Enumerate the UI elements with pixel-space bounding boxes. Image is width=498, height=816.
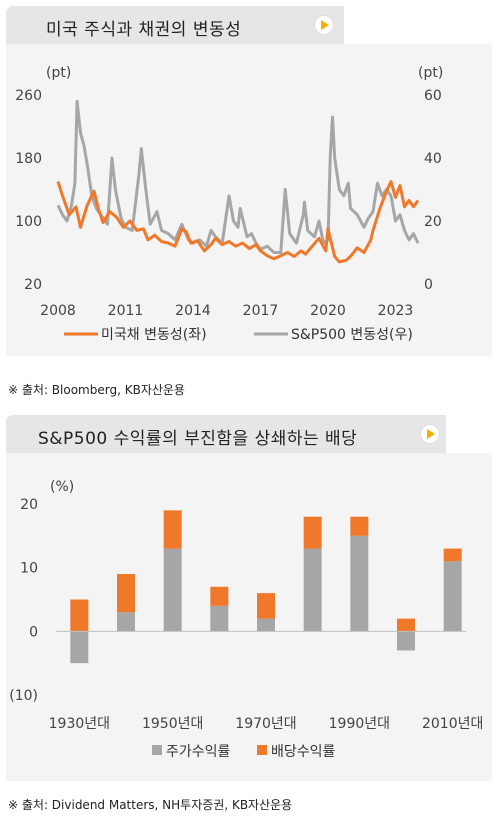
top-source-note: ※ 출처: Bloomberg, KB자산운용 xyxy=(8,383,185,397)
x-tick: 2017 xyxy=(243,303,279,319)
bottom-chart-panel: (%) 20 10 0 (10) 1930년대 1950년대 1970년대 1990년대 2010… xyxy=(6,453,492,781)
bar-price-return xyxy=(210,605,229,632)
legend-label-dividend-return: 배당수익률 xyxy=(271,744,336,760)
bar-price-return xyxy=(443,561,462,632)
legend-label-treasury: 미국채 변동성(좌) xyxy=(101,327,207,343)
bar-price-return xyxy=(397,631,415,651)
bar-dividend-return xyxy=(163,510,182,549)
bar-dividend-return xyxy=(70,599,89,632)
y-axis-unit-left: (pt) xyxy=(46,65,71,81)
y-tick-left: 20 xyxy=(24,277,42,293)
x-tick: 2008 xyxy=(40,303,76,319)
legend-label-sp500: S&P500 변동성(우) xyxy=(291,327,413,343)
play-icon xyxy=(420,424,440,444)
y-tick-left: 180 xyxy=(15,151,42,167)
y-tick-right: 20 xyxy=(424,214,442,230)
y-tick: 10 xyxy=(20,561,38,577)
bar-dividend-return xyxy=(350,516,369,536)
y-tick-right: 60 xyxy=(424,88,442,104)
x-tick: 2014 xyxy=(175,303,211,319)
y-tick: 20 xyxy=(20,497,38,513)
series-line-treasury-volatility xyxy=(56,180,420,264)
x-tick: 1930년대 xyxy=(49,716,110,732)
top-chart-panel: (pt) (pt) 260 180 100 20 60 40 20 0 2008 2011 2014 20… xyxy=(6,44,492,356)
top-chart-title: 미국 주식과 채권의 변동성 xyxy=(46,20,242,40)
y-tick-left: 260 xyxy=(15,88,42,104)
bar-price-return xyxy=(303,548,322,632)
x-tick: 2020 xyxy=(310,303,346,319)
bottom-source-note: ※ 출처: Dividend Matters, NH투자증권, KB자산운용 xyxy=(8,798,293,812)
play-icon xyxy=(314,15,334,35)
y-tick-right: 40 xyxy=(424,151,442,167)
bar-price-return xyxy=(350,535,369,632)
legend-swatch-price-return xyxy=(152,745,162,755)
x-tick: 2011 xyxy=(108,303,144,319)
y-axis-unit: (%) xyxy=(50,479,74,495)
bar-dividend-return xyxy=(397,618,415,632)
bar-dividend-return xyxy=(443,548,462,562)
bar-dividend-return xyxy=(303,516,322,549)
y-axis-unit-right: (pt) xyxy=(418,65,443,81)
bar-dividend-return xyxy=(257,593,275,619)
dividend-bar-chart: (%) 20 10 0 (10) 1930년대 1950년대 1970년대 1990년대 2010… xyxy=(9,479,483,760)
y-tick-right: 0 xyxy=(424,277,433,293)
y-tick-left: 100 xyxy=(15,214,42,230)
x-tick: 1970년대 xyxy=(235,716,296,732)
bar-price-return xyxy=(70,631,89,664)
legend-label-price-return: 주가수익률 xyxy=(166,744,231,760)
y-tick: (10) xyxy=(9,688,38,704)
x-tick: 1990년대 xyxy=(329,716,390,732)
bottom-chart-header: S&P500 수익률의 부진함을 상쇄하는 배당 xyxy=(6,415,446,453)
x-tick: 2023 xyxy=(378,303,414,319)
bar-price-return xyxy=(163,548,182,632)
series-line-sp500-volatility xyxy=(56,99,420,254)
bar-price-return xyxy=(117,612,135,632)
legend-swatch-dividend-return xyxy=(257,745,267,755)
y-tick: 0 xyxy=(29,624,38,640)
bar-dividend-return xyxy=(210,586,229,606)
bottom-chart-title: S&P500 수익률의 부진함을 상쇄하는 배당 xyxy=(38,429,358,449)
bar-price-return xyxy=(257,618,275,632)
x-tick: 2010년대 xyxy=(422,716,483,732)
x-tick: 1950년대 xyxy=(142,716,203,732)
bar-dividend-return xyxy=(117,574,135,613)
top-chart-header: 미국 주식과 채권의 변동성 xyxy=(6,6,344,44)
